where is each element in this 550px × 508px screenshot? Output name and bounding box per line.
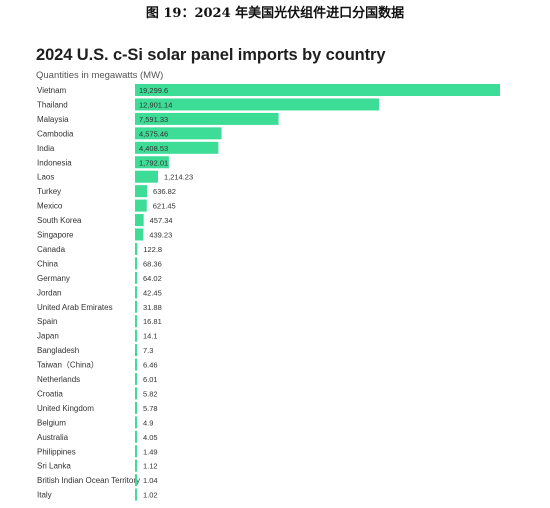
category-label: Laos (37, 173, 54, 182)
category-label: Japan (37, 332, 59, 341)
value-label: 68.36 (143, 259, 162, 268)
value-label: 6.01 (143, 375, 158, 384)
bar (135, 401, 137, 414)
category-label: Germany (37, 274, 70, 283)
category-label: Sri Lanka (37, 462, 71, 471)
category-label: Indonesia (37, 158, 72, 167)
bar (135, 112, 279, 125)
value-label: 7,591.33 (139, 115, 168, 124)
category-label: Jordan (37, 288, 61, 297)
value-label: 14.1 (143, 332, 158, 341)
value-label: 457.34 (150, 216, 173, 225)
bar (135, 98, 379, 111)
category-label: Bangladesh (37, 346, 79, 355)
category-label: Cambodia (37, 129, 74, 138)
bar (135, 416, 137, 429)
value-label: 1.02 (143, 491, 158, 500)
value-label: 621.45 (153, 202, 176, 211)
category-label: China (37, 259, 58, 268)
category-label: Thailand (37, 100, 68, 109)
category-label: Malaysia (37, 115, 69, 124)
value-label: 4,575.46 (139, 129, 168, 138)
bar (135, 286, 137, 299)
bar (135, 185, 148, 198)
category-label: Croatia (37, 389, 63, 398)
value-label: 19,299.6 (139, 86, 168, 95)
value-label: 6.46 (143, 361, 158, 370)
category-label: Australia (37, 433, 69, 442)
category-label: British Indian Ocean Territory (37, 476, 140, 485)
category-label: Netherlands (37, 375, 80, 384)
value-label: 1.49 (143, 447, 158, 456)
bar (135, 257, 137, 270)
value-label: 122.8 (143, 245, 162, 254)
figure-caption: 图 19：2024 年美国光伏组件进口分国数据 (145, 6, 405, 21)
value-label: 7.3 (143, 346, 153, 355)
value-label: 1,792.01 (139, 158, 168, 167)
value-label: 4,408.53 (139, 144, 168, 153)
bar (135, 358, 137, 371)
category-label: Vietnam (37, 86, 67, 95)
value-label: 12,901.14 (139, 100, 172, 109)
category-label: India (37, 144, 55, 153)
category-label: Taiwan（China） (37, 361, 99, 370)
category-label: Italy (37, 491, 52, 500)
chart-title: 2024 U.S. c-Si solar panel imports by co… (36, 46, 386, 64)
value-label: 1,214.23 (164, 173, 193, 182)
value-label: 5.82 (143, 389, 158, 398)
category-label: South Korea (37, 216, 82, 225)
value-label: 31.88 (143, 303, 162, 312)
category-label: Turkey (37, 187, 61, 196)
category-label: Canada (37, 245, 66, 254)
bar (135, 474, 137, 487)
bar (135, 170, 158, 183)
category-label: United Arab Emirates (37, 303, 113, 312)
bar (135, 344, 137, 357)
bar (135, 315, 137, 328)
bar (135, 329, 137, 342)
bar (135, 488, 137, 501)
category-label: United Kingdom (37, 404, 94, 413)
value-label: 5.78 (143, 404, 158, 413)
bar (135, 430, 137, 443)
bar (135, 127, 222, 140)
value-label: 1.12 (143, 462, 158, 471)
category-label: Belgium (37, 418, 66, 427)
value-label: 4.9 (143, 418, 153, 427)
bar (135, 459, 137, 472)
category-label: Mexico (37, 202, 63, 211)
category-label: Philippines (37, 447, 76, 456)
bar (135, 141, 219, 154)
value-label: 64.02 (143, 274, 162, 283)
value-label: 439.23 (149, 231, 172, 240)
bar (135, 242, 138, 255)
bar (135, 445, 137, 458)
bar (135, 199, 147, 212)
chart-subtitle: Quantities in megawatts (MW) (36, 70, 164, 81)
bar (135, 387, 137, 400)
bar (135, 271, 137, 284)
bar (135, 214, 144, 227)
value-label: 42.45 (143, 288, 162, 297)
bar (135, 373, 137, 385)
value-label: 1.04 (143, 476, 158, 485)
bar (135, 300, 137, 313)
value-label: 4.05 (143, 433, 158, 442)
value-label: 636.82 (153, 187, 176, 196)
category-label: Singapore (37, 231, 74, 240)
value-label: 16.81 (143, 317, 162, 326)
category-label: Spain (37, 317, 57, 326)
bar (135, 228, 144, 241)
bar (135, 156, 169, 169)
bar (135, 84, 500, 96)
